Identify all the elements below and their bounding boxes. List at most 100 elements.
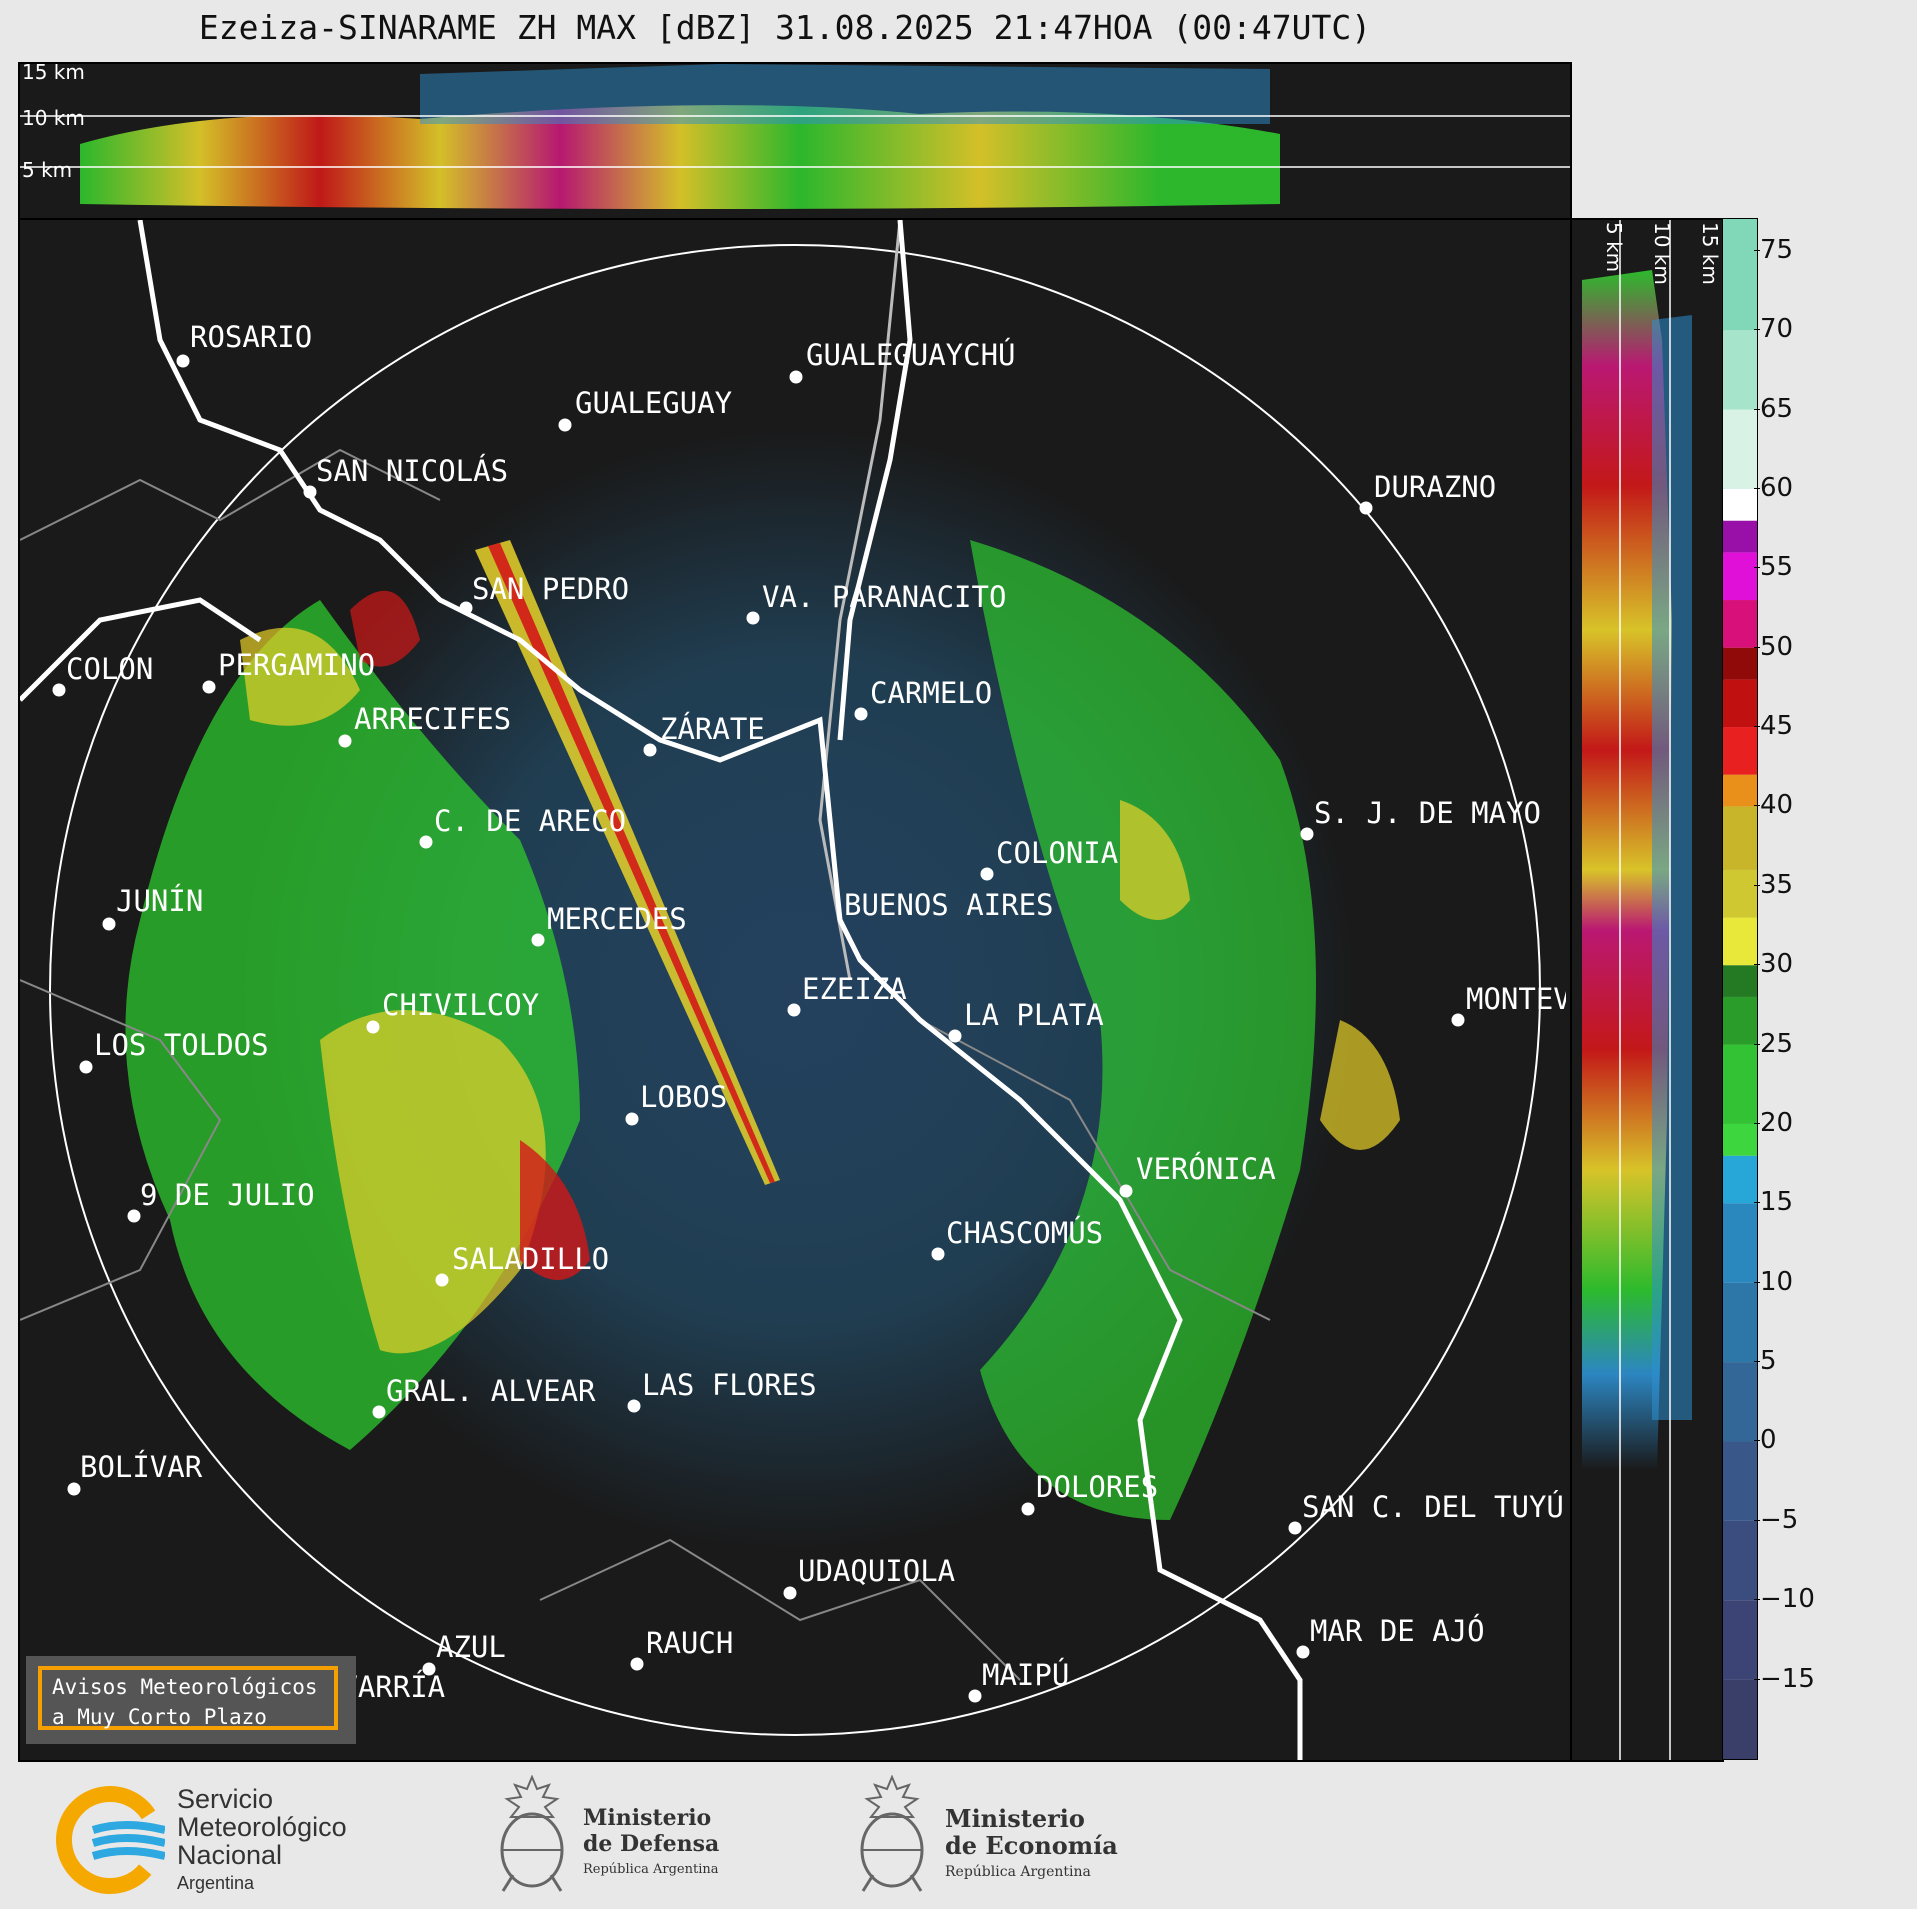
colorbar-tick-label: 65 [1753,393,1794,424]
city-dot [303,485,317,499]
city-dot [746,611,760,625]
city-gualeguaychu: GUALEGUAYCHÚ [806,338,1016,372]
city-rauch: RAUCH [646,1626,734,1660]
colorbar-band [1723,965,1757,997]
city-dot [1288,1521,1302,1535]
notice-line-2: a Muy Corto Plazo [52,1705,267,1729]
colorbar-tick-label: 40 [1753,790,1794,821]
colorbar-tick-label: 20 [1753,1107,1794,1138]
city-saladillo: SALADILLO [452,1242,610,1276]
city-dot [338,734,352,748]
city-dot [422,1662,436,1676]
city-dot [630,1657,644,1671]
city-dot [643,743,657,757]
colorbar-tick-label: 45 [1753,711,1794,742]
economia-line-2: de Economía [945,1831,1118,1860]
colorbar-tick-label: 75 [1753,234,1794,265]
city-san-pedro: SAN PEDRO [472,572,630,606]
colorbar-band [1723,1044,1757,1124]
economia-line-3: República Argentina [945,1864,1091,1880]
city-dot [627,1399,641,1413]
smn-line-1: Servicio [177,1784,274,1814]
city-dot [372,1405,386,1419]
colorbar-band [1723,996,1757,1045]
colorbar-tick-label: −15 [1754,1663,1815,1694]
city-dot [787,1003,801,1017]
colorbar-band [1723,1123,1757,1156]
top-cross-section: 15 km 10 km 5 km [18,62,1572,221]
city-ezeiza: EZEIZA [802,972,907,1006]
city-dot [1300,827,1314,841]
city-zarate: ZÁRATE [660,712,765,746]
city-dot [1296,1645,1310,1659]
alt-label-10: 10 km [22,106,85,130]
city-san-nicolas: SAN NICOLÁS [316,454,509,488]
city-lobos: LOBOS [640,1080,728,1114]
city-san-clemente-del-tuyu: SAN C. DEL TUYÚ [1302,1490,1564,1524]
colorbar-tick-label: −5 [1753,1504,1799,1535]
colorbar-band [1723,869,1757,918]
colorbar-band [1723,219,1757,331]
city-carmen-de-areco: C. DE ARECO [434,804,627,838]
colorbar-tick-label: 50 [1753,631,1794,662]
smn-line-4: Argentina [177,1873,255,1893]
smn-logo: Servicio Meteorológico Nacional Argentin… [55,1785,415,1895]
colorbar-band [1723,409,1757,489]
city-dot [419,835,433,849]
economia-logo: Ministerio de Economía República Argenti… [855,1775,1135,1895]
colorbar-tick-label: 30 [1753,949,1794,980]
city-dot [980,867,994,881]
colorbar-band [1723,806,1757,870]
city-veronica: VERÓNICA [1136,1152,1276,1186]
city-dot [79,1060,93,1074]
city-dot [968,1689,982,1703]
city-durazno: DURAZNO [1374,470,1497,504]
colorbar-band [1723,330,1757,410]
coat-of-arms-icon [500,1775,564,1892]
city-dot [1119,1184,1133,1198]
colorbar-tick-label: 55 [1753,552,1794,583]
city-va-paranacito: VA. PARANACITO [762,580,1007,614]
defensa-logo: Ministerio de Defensa República Argentin… [495,1775,755,1895]
city-la-plata: LA PLATA [964,998,1104,1032]
notice-line-1: Avisos Meteorológicos [52,1675,318,1699]
city-bolivar: BOLÍVAR [80,1450,203,1484]
colorbar-tick-label: 25 [1753,1028,1794,1059]
city-dot [102,917,116,931]
city-dot [789,370,803,384]
alt-label-15: 15 km [22,62,85,84]
colorbar-tick-label: 15 [1753,1187,1794,1218]
side-cross-section: 5 km 10 km 15 km [1570,218,1724,1762]
side-alt-label-10: 10 km [1650,222,1674,285]
warnings-notice-box[interactable]: Avisos Meteorológicos a Muy Corto Plazo [38,1666,338,1730]
city-dot [558,418,572,432]
city-dolores: DOLORES [1036,1470,1159,1504]
city-maipu: MAIPÚ [982,1658,1070,1692]
city-dot [127,1209,141,1223]
city-9-de-julio: 9 DE JULIO [140,1178,315,1212]
smn-line-2: Meteorológico [177,1812,347,1842]
city-arrecifes: ARRECIFES [354,702,512,736]
colorbar-band [1723,1155,1757,1204]
colorbar-band [1723,1203,1757,1283]
city-dot [459,601,473,615]
defensa-line-1: Ministerio [583,1805,712,1831]
city-dot [435,1273,449,1287]
colorbar-tick-label: 0 [1754,1425,1777,1456]
city-los-toldos: LOS TOLDOS [94,1028,269,1062]
city-colon: COLON [66,652,154,686]
city-san-jose-de-mayo: S. J. DE MAYO [1314,796,1541,830]
defensa-line-2: de Defensa [583,1831,720,1857]
economia-line-1: Ministerio [945,1804,1085,1833]
alt-label-5: 5 km [22,158,73,182]
radar-map[interactable]: ROSARIO GUALEGUAYCHÚ GUALEGUAY SAN NICOL… [18,218,1572,1762]
warnings-notice[interactable]: Avisos Meteorológicos a Muy Corto Plazo [26,1656,356,1744]
dbz-colorbar [1722,218,1758,1760]
colorbar-band [1723,727,1757,775]
colorbar-band [1723,1362,1757,1442]
city-rosario: ROSARIO [190,320,313,354]
city-mar-de-ajo: MAR DE AJÓ [1310,1614,1485,1648]
city-junin: JUNÍN [116,884,204,918]
coat-of-arms-icon [860,1775,924,1892]
city-dot [176,354,190,368]
